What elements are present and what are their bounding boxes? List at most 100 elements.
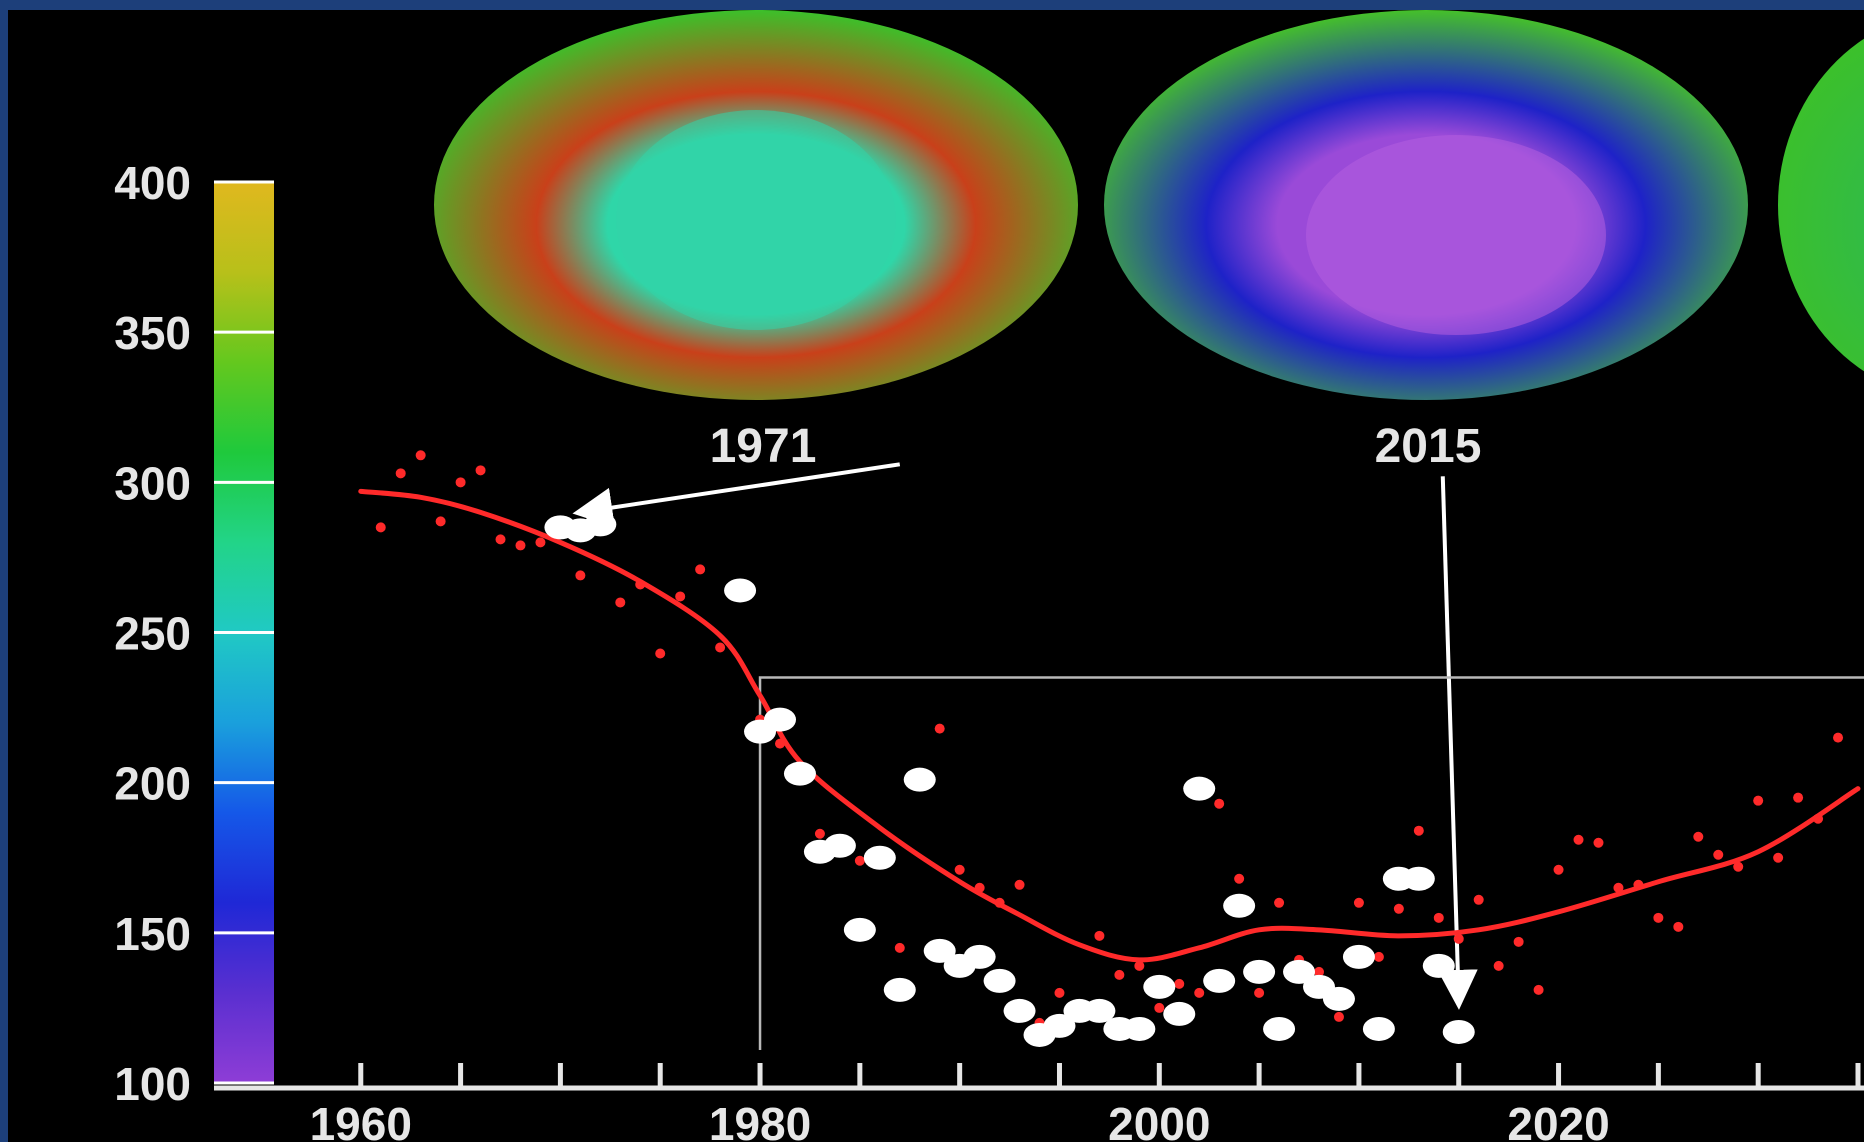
red-data-point [1393, 903, 1404, 914]
x-tick-label: 2020 [1507, 1098, 1609, 1142]
globe-partial [1778, 38, 1864, 372]
white-data-point [1342, 944, 1375, 969]
red-data-point [1174, 978, 1185, 989]
x-tick-label: 2000 [1108, 1098, 1210, 1142]
trend-line [358, 488, 1861, 963]
red-data-point [695, 564, 706, 575]
red-data-point [1154, 1002, 1165, 1013]
annotations [572, 462, 1864, 1050]
red-data-point [1353, 897, 1364, 908]
chart-frame: 1971 2015 100 150 200 250 300 350 400 1960 1980… [8, 10, 1864, 1142]
red-data-point [615, 597, 626, 608]
red-data-point [435, 516, 446, 527]
annotation-arrow [1437, 476, 1478, 1010]
red-data-point [1833, 732, 1844, 743]
annotation-bracket [758, 676, 1864, 1050]
red-data-point [1553, 864, 1564, 875]
white-data-point [1183, 776, 1216, 801]
globe-label-2015: 2015 [1375, 420, 1482, 473]
white-data-point [584, 512, 617, 537]
white-data-point [1003, 998, 1036, 1023]
globe-2015-continent [1306, 135, 1606, 335]
red-data-point [1094, 930, 1105, 941]
globe-label-1971: 1971 [710, 420, 817, 473]
red-data-point [934, 723, 945, 734]
red-data-point [1114, 969, 1125, 980]
y-tick-label: 200 [114, 758, 191, 810]
red-data-point [475, 465, 486, 476]
red-data-point [535, 537, 546, 548]
y-tick-label: 100 [114, 1058, 191, 1110]
white-data-point [1243, 959, 1276, 984]
red-data-point [814, 828, 825, 839]
red-data-point [675, 591, 686, 602]
red-data-point [1613, 882, 1624, 893]
white-data-point [883, 977, 916, 1002]
white-data-point [903, 767, 936, 792]
y-tick-label: 150 [114, 908, 191, 960]
red-data-point [1134, 960, 1145, 971]
y-tick-label: 350 [114, 307, 191, 359]
red-data-point [1753, 795, 1764, 806]
x-tick-label: 1960 [310, 1098, 412, 1142]
red-data-point [1473, 894, 1484, 905]
white-data-point [1263, 1016, 1296, 1041]
red-data-point [1453, 933, 1464, 944]
red-data-point [1573, 834, 1584, 845]
red-dot-series [375, 450, 1844, 1028]
white-data-point [1442, 1019, 1475, 1044]
red-data-point [1713, 849, 1724, 860]
red-data-point [515, 540, 526, 551]
globe-1971-continent [616, 110, 896, 330]
red-data-point [1194, 987, 1205, 998]
red-data-point [1373, 951, 1384, 962]
red-data-point [715, 642, 726, 653]
white-data-point [1203, 968, 1236, 993]
red-data-point [1433, 912, 1444, 923]
white-dot-series [544, 512, 1475, 1047]
colorbar-ticks: 100 150 200 250 300 350 400 [114, 157, 274, 1110]
red-data-point [1673, 921, 1684, 932]
y-tick-label: 250 [114, 608, 191, 660]
red-data-point [1793, 792, 1804, 803]
white-data-point [1163, 1001, 1196, 1026]
red-data-point [1254, 987, 1265, 998]
red-data-point [1274, 897, 1285, 908]
red-data-point [395, 468, 406, 479]
red-data-point [1314, 966, 1324, 977]
white-data-point [1223, 893, 1256, 918]
x-tick-label: 1980 [709, 1098, 811, 1142]
white-data-point [983, 968, 1016, 993]
red-data-point [1234, 873, 1245, 884]
white-data-point [863, 845, 896, 870]
red-data-point [854, 855, 865, 866]
red-data-point [1693, 831, 1704, 842]
white-data-point [923, 938, 956, 963]
red-data-point [455, 477, 466, 488]
white-data-point [783, 761, 816, 786]
red-data-point [1014, 879, 1025, 890]
white-data-point [823, 833, 856, 858]
white-data-point [1362, 1016, 1395, 1041]
red-data-point [1773, 852, 1784, 863]
white-data-point [1083, 998, 1116, 1023]
ozone-chart: 1971 2015 100 150 200 250 300 350 400 1960 1980… [114, 10, 1864, 1142]
red-data-point [1333, 1011, 1344, 1022]
annotation-arrow [572, 462, 901, 528]
white-data-point [724, 578, 757, 603]
red-data-point [1413, 825, 1424, 836]
red-data-point [575, 570, 586, 581]
red-data-point [1054, 987, 1065, 998]
white-data-point [764, 707, 796, 732]
white-data-point [1143, 974, 1176, 999]
red-data-point [1493, 960, 1504, 971]
white-data-point [1322, 986, 1355, 1011]
red-data-point [655, 648, 666, 659]
red-data-point [1513, 936, 1524, 947]
y-tick-label: 400 [114, 157, 191, 209]
white-data-point [1123, 1016, 1156, 1041]
red-data-point [1653, 912, 1664, 923]
globe-images: 1971 2015 [434, 10, 1864, 473]
white-data-point [963, 944, 996, 969]
white-data-point [1402, 866, 1435, 891]
